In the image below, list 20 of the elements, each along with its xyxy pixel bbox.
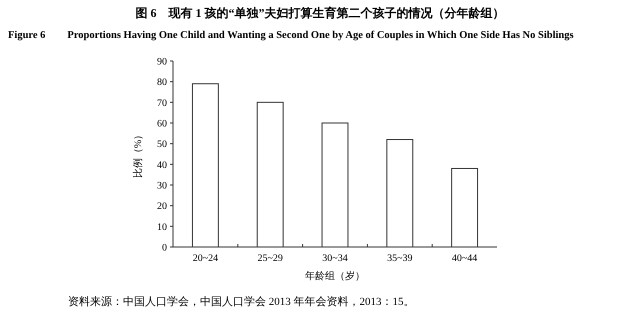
text: 资料来源：中国人口学会，中国人口学会 2013 年年会资料，2013：15。	[68, 295, 414, 308]
chart-subtitle: Figure 6 Proportions Having One Child and Wanting a Second One by Age of Couples in Which One Side Has No Siblings	[8, 30, 574, 41]
y-tick-label: 90	[157, 56, 167, 68]
x-tick-label: 20~24	[192, 253, 218, 264]
x-tick-label: 40~44	[452, 253, 478, 264]
x-tick-label: 25~29	[257, 253, 283, 264]
y-tick-label: 80	[157, 77, 167, 88]
x-tick-label: 30~34	[322, 253, 348, 264]
y-tick-label: 70	[157, 98, 167, 109]
y-tick-label: 60	[157, 118, 167, 130]
y-tick-label: 20	[157, 201, 167, 212]
x-axis-title: 年龄组（岁）	[305, 270, 365, 282]
y-tick-label: 40	[157, 160, 167, 171]
chart-title: 图 6 现有 1 孩的“单独”夫妇打算生育第二个孩子的情况（分年龄组）	[136, 6, 504, 20]
x-tick-label: 35~39	[387, 253, 413, 264]
y-tick-label: 10	[157, 222, 167, 233]
y-tick-label: 0	[162, 242, 167, 254]
y-tick-label: 50	[157, 139, 167, 150]
y-axis-title: 比例（%）	[132, 130, 144, 178]
y-tick-label: 30	[157, 180, 167, 192]
